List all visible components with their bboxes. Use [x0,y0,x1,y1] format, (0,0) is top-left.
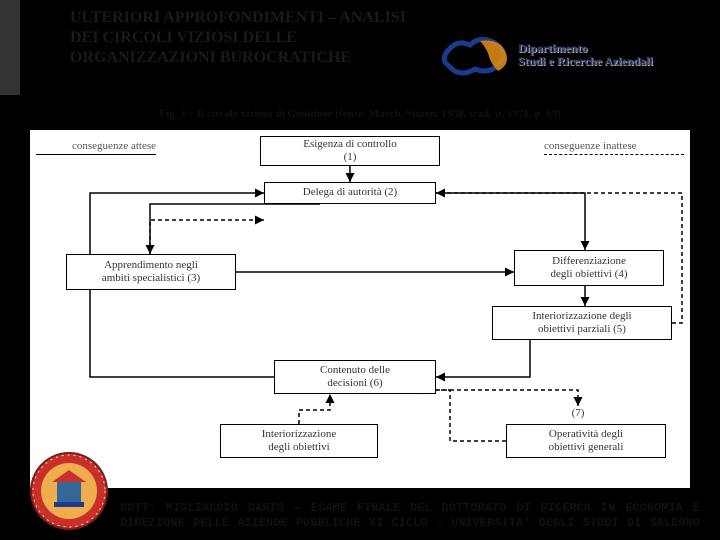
left-accent-bar [0,0,20,95]
node-n7lab: (7) [560,406,596,422]
slide-title: ULTERIORI APPROFONDIMENTI – ANALISI DEI … [70,8,420,68]
edge-n2-n4 [436,193,585,250]
department-text: Dipartimento Studi e Ricerche Aziendali [518,42,653,68]
node-n2: Delega di autorità (2) [264,182,436,204]
edge-n3-n2 [150,220,264,254]
node-n5: Interiorizzazione degliobiettivi parzial… [492,306,672,340]
node-n7a: Interiorizzazionedegli obiettivi [220,424,378,458]
edge-n5-n6 [436,340,530,377]
node-n7b: Operatività degliobiettivi generali [506,424,666,458]
edge-n2-n3 [150,204,320,254]
node-n1: Esigenza di controllo(1) [260,136,440,166]
figure-caption: Fig. 3 – Il circolo vizioso di Gouldner … [0,108,720,120]
slide-title-block: ULTERIORI APPROFONDIMENTI – ANALISI DEI … [70,8,420,68]
edge-n7a-n6 [299,394,330,424]
department-shape-icon [440,33,510,78]
edge-n7b-n6 [410,390,506,441]
flowchart-area: conseguenze attese conseguenze inattese … [30,130,690,488]
department-line2: Studi e Ricerche Aziendali [518,55,653,68]
node-n4: Differenziazionedegli obiettivi (4) [514,250,664,286]
footer-credit: DOTT. MIGLIACCIO DARIO – ESAME FINALE DE… [0,501,720,532]
department-logo: Dipartimento Studi e Ricerche Aziendali [440,30,700,80]
node-n3: Apprendimento negliambiti specialistici … [66,254,236,290]
node-n6: Contenuto delledecisioni (6) [274,360,436,394]
edge-n6-n7lab [436,390,578,406]
